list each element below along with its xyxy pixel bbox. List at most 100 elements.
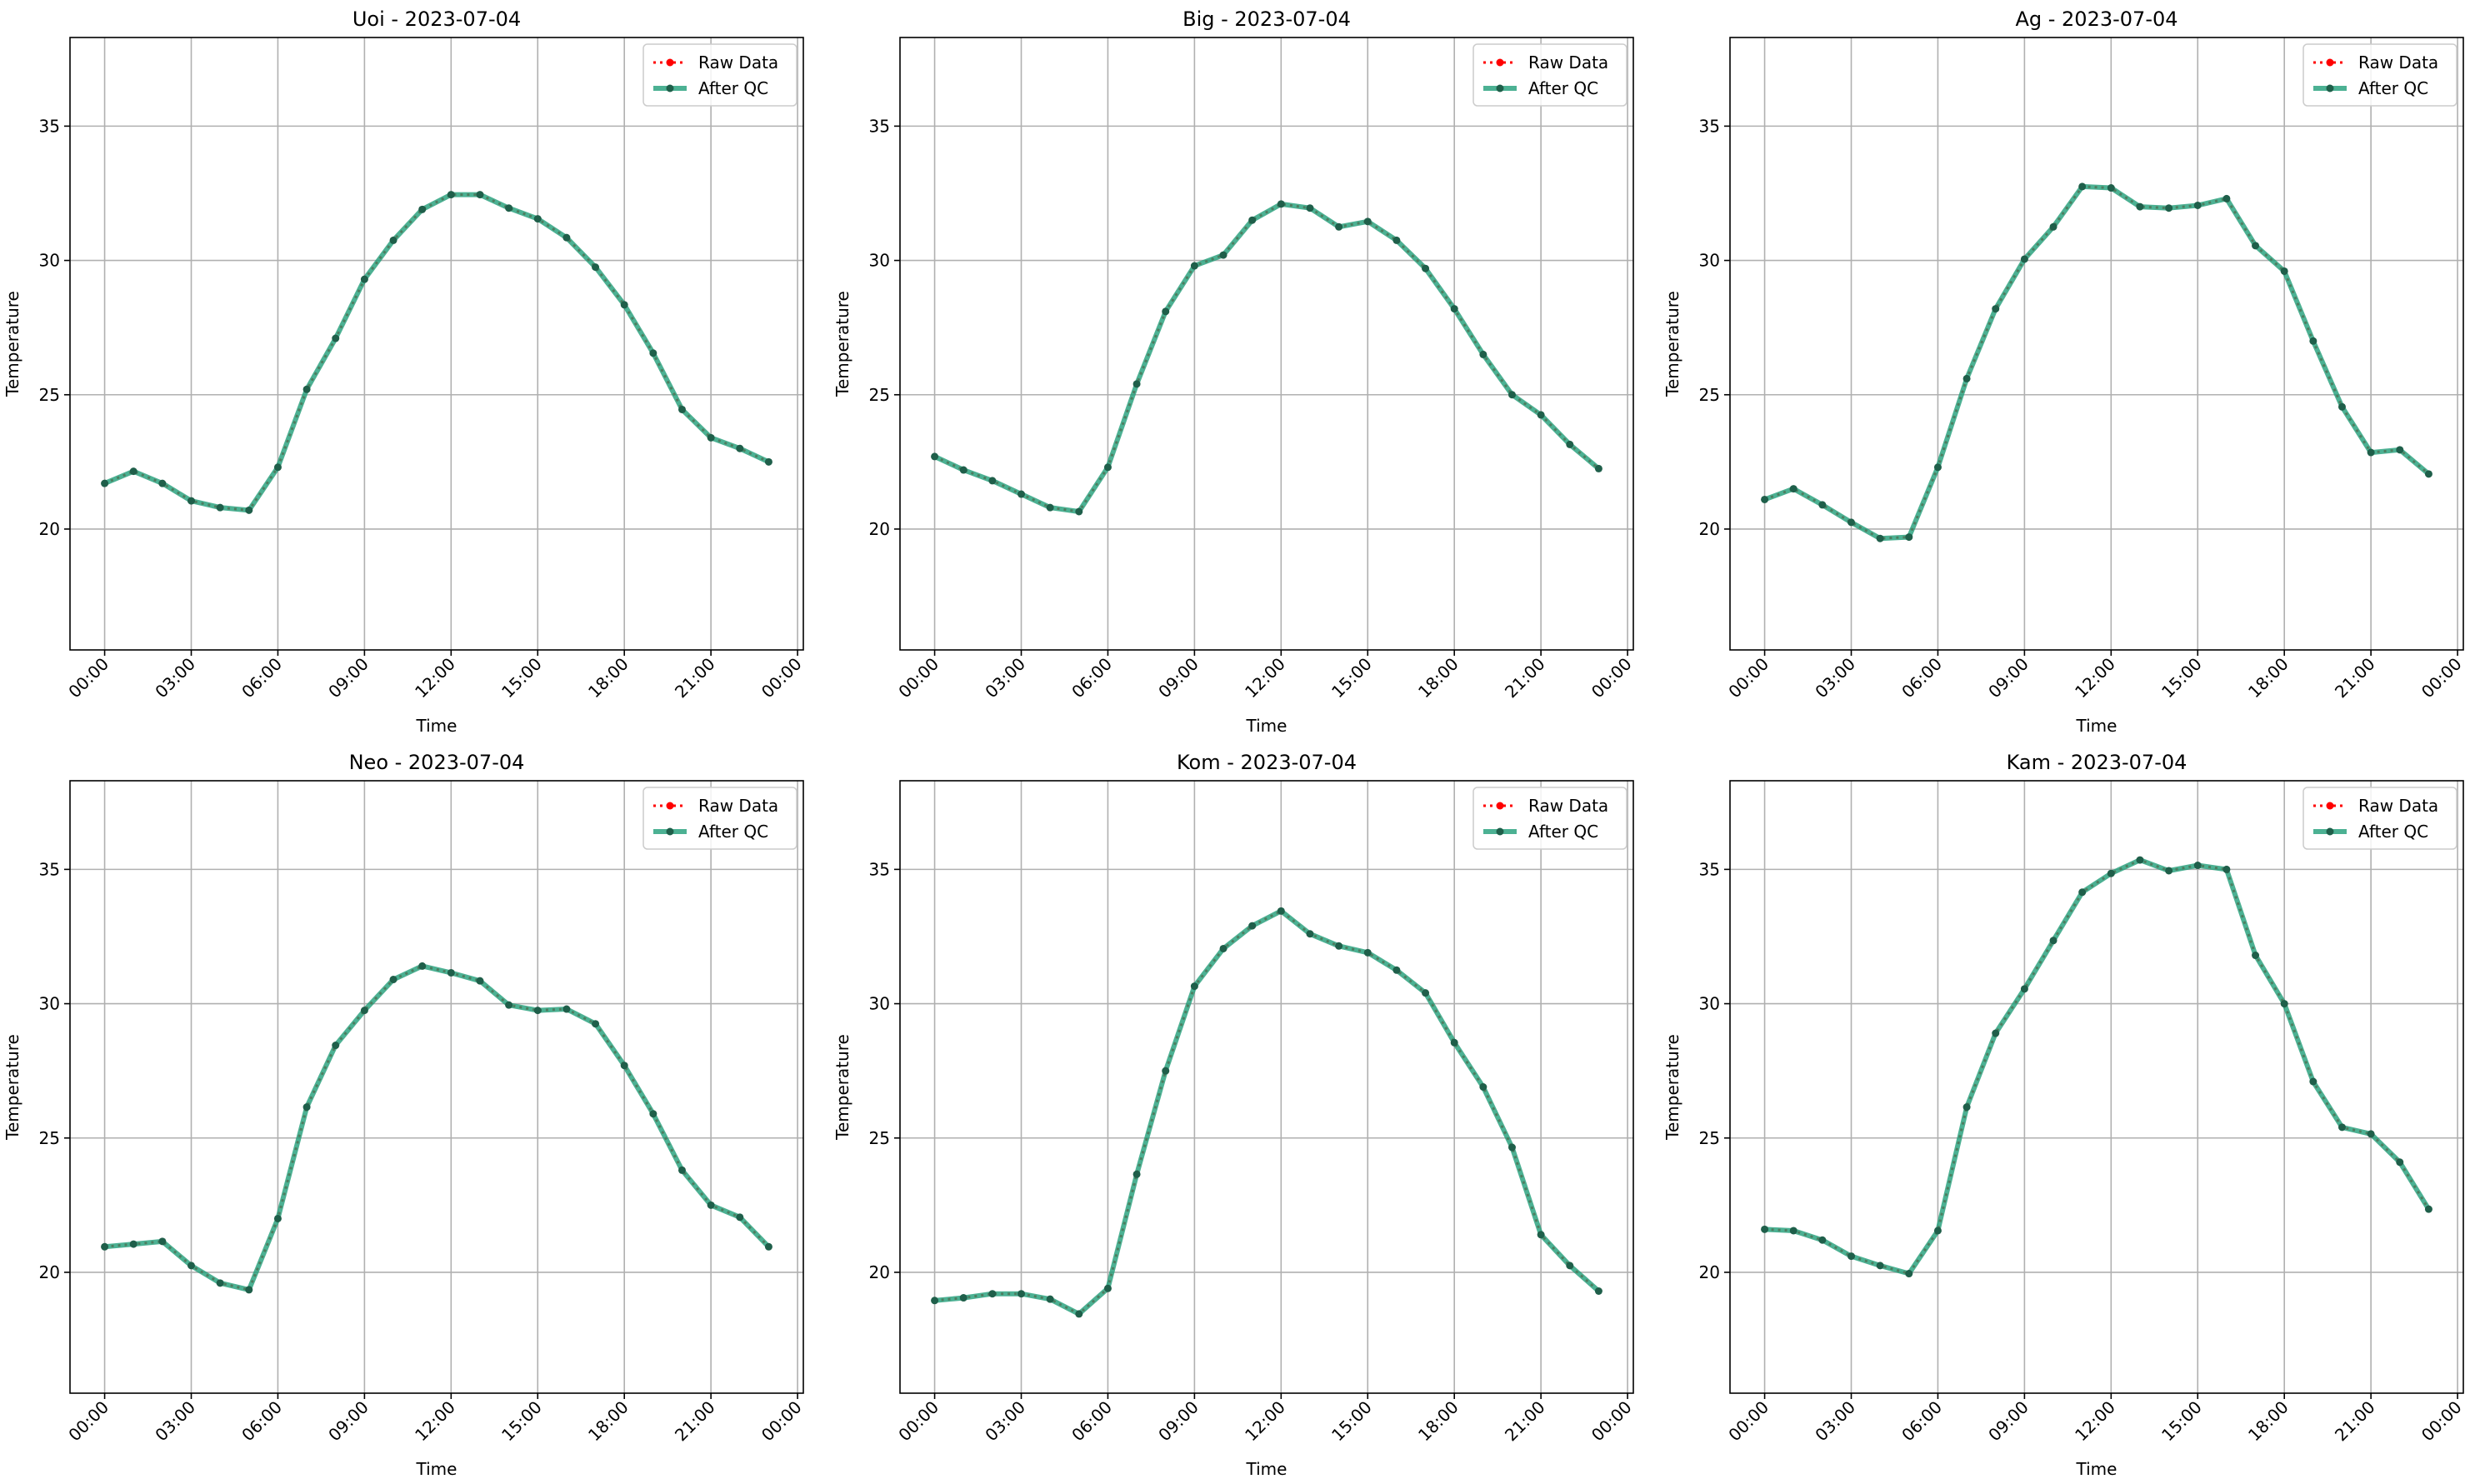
data-point-after-qc xyxy=(2193,862,2202,870)
data-point-after-qc xyxy=(216,503,224,512)
plot-area xyxy=(70,37,803,650)
legend-label-raw-data: Raw Data xyxy=(2358,796,2438,816)
data-point-after-qc xyxy=(2367,448,2375,457)
legend: Raw Data After QC xyxy=(642,787,798,850)
data-point-after-qc xyxy=(1392,966,1401,974)
data-point-after-qc xyxy=(620,301,628,309)
data-point-after-qc xyxy=(389,976,398,984)
data-point-after-qc xyxy=(273,463,282,472)
x-axis-label: Time xyxy=(2076,716,2118,736)
data-point-after-qc xyxy=(1566,1262,1574,1270)
x-tick-label: 00:00 xyxy=(1724,654,1772,702)
data-point-after-qc xyxy=(1132,1170,1141,1178)
legend-marker-raw-data xyxy=(2326,802,2334,810)
y-tick-label: 20 xyxy=(1699,519,1720,539)
data-point-after-qc xyxy=(1848,1252,1856,1261)
data-point-after-qc xyxy=(959,466,968,474)
data-point-after-qc xyxy=(1219,251,1228,259)
data-point-after-qc xyxy=(1479,350,1488,358)
series-line-after-qc xyxy=(1763,183,2431,542)
data-point-after-qc xyxy=(476,977,484,985)
data-point-after-qc xyxy=(1075,507,1083,516)
legend-label-raw-data: Raw Data xyxy=(1528,796,1608,816)
x-tick-label: 21:00 xyxy=(2331,654,2379,702)
x-tick-label: 21:00 xyxy=(2331,1397,2379,1446)
chart-title: Neo - 2023-07-04 xyxy=(349,751,525,774)
data-point-after-qc xyxy=(1306,204,1314,212)
data-point-after-qc xyxy=(1905,533,1913,542)
data-point-after-qc xyxy=(1248,922,1257,930)
axes-frame xyxy=(69,37,804,651)
chart-panel-4: 20 25 30 35 00:00 03:00 06:00 09:00 12:00 15:00 18… xyxy=(832,751,1636,1479)
data-point-after-qc xyxy=(2222,194,2231,202)
plot-area xyxy=(1730,37,2463,650)
data-point-after-qc xyxy=(764,1242,772,1251)
series-line-after-qc xyxy=(933,201,1601,514)
legend-marker-raw-data xyxy=(1496,802,1504,810)
x-tick-label: 15:00 xyxy=(498,1397,546,1446)
y-tick-label: 30 xyxy=(39,251,60,271)
y-tick-label: 20 xyxy=(869,1262,890,1282)
x-tick-label: 03:00 xyxy=(151,1397,199,1446)
axes-frame xyxy=(1729,37,2464,651)
x-tick-label: 00:00 xyxy=(758,1397,806,1446)
legend-label-after-qc: After QC xyxy=(1528,822,1598,842)
y-axis-label: Temperature xyxy=(1662,291,1682,397)
x-tick-label: 18:00 xyxy=(1414,654,1462,702)
data-point-after-qc xyxy=(1905,1270,1913,1278)
x-axis-label: Time xyxy=(416,716,458,736)
data-point-after-qc xyxy=(1132,380,1141,388)
y-tick-label: 35 xyxy=(1699,859,1720,879)
data-point-after-qc xyxy=(216,1279,224,1287)
data-point-after-qc xyxy=(1450,1038,1458,1047)
y-tick-label: 30 xyxy=(39,994,60,1014)
x-tick-label: 06:00 xyxy=(1898,1397,1946,1446)
x-axis-label: Time xyxy=(2076,1459,2118,1479)
legend-label-raw-data: Raw Data xyxy=(698,52,778,72)
y-tick-label: 20 xyxy=(39,519,60,539)
x-tick-label: 00:00 xyxy=(2418,654,2466,702)
y-tick-label: 25 xyxy=(869,1128,890,1148)
data-point-after-qc xyxy=(678,1166,686,1174)
data-point-after-qc xyxy=(418,205,427,213)
y-tick-label: 35 xyxy=(869,116,890,136)
axes-frame xyxy=(1729,780,2464,1394)
y-tick-label: 30 xyxy=(1699,994,1720,1014)
data-point-after-qc xyxy=(1508,391,1516,399)
data-point-after-qc xyxy=(2107,184,2115,192)
x-tick-label: 00:00 xyxy=(758,654,806,702)
x-axis-label: Time xyxy=(416,1459,458,1479)
legend-marker-raw-data xyxy=(666,802,674,810)
data-point-after-qc xyxy=(1594,1287,1602,1295)
legend: Raw Data After QC xyxy=(2302,43,2458,107)
data-point-after-qc xyxy=(2367,1130,2375,1138)
data-point-after-qc xyxy=(505,204,513,212)
x-tick-label: 06:00 xyxy=(1898,654,1946,702)
data-point-after-qc xyxy=(129,1240,138,1248)
plot-area xyxy=(1730,781,2463,1393)
data-point-after-qc xyxy=(1335,942,1343,950)
data-point-after-qc xyxy=(1818,501,1827,509)
chart-title: Kam - 2023-07-04 xyxy=(2007,751,2188,774)
data-point-after-qc xyxy=(2280,1000,2288,1008)
series-line-after-qc xyxy=(104,963,771,1292)
data-point-after-qc xyxy=(1761,495,1769,503)
data-point-after-qc xyxy=(1933,463,1942,472)
data-point-after-qc xyxy=(1992,1029,2000,1037)
legend-marker-raw-data xyxy=(666,58,674,67)
data-point-after-qc xyxy=(273,1214,282,1222)
x-axis-label: Time xyxy=(1246,716,1288,736)
axes-frame xyxy=(69,780,804,1394)
x-tick-label: 12:00 xyxy=(2071,654,2119,702)
legend: Raw Data After QC xyxy=(642,43,798,107)
data-point-after-qc xyxy=(2252,952,2260,960)
x-tick-label: 00:00 xyxy=(64,654,112,702)
data-point-after-qc xyxy=(447,968,455,977)
legend-label-after-qc: After QC xyxy=(2358,822,2428,842)
data-point-after-qc xyxy=(302,385,311,393)
data-point-after-qc xyxy=(649,1110,658,1118)
data-point-after-qc xyxy=(931,1297,939,1305)
data-point-after-qc xyxy=(649,349,658,357)
legend: Raw Data After QC xyxy=(2302,787,2458,850)
data-point-after-qc xyxy=(1876,1262,1884,1270)
